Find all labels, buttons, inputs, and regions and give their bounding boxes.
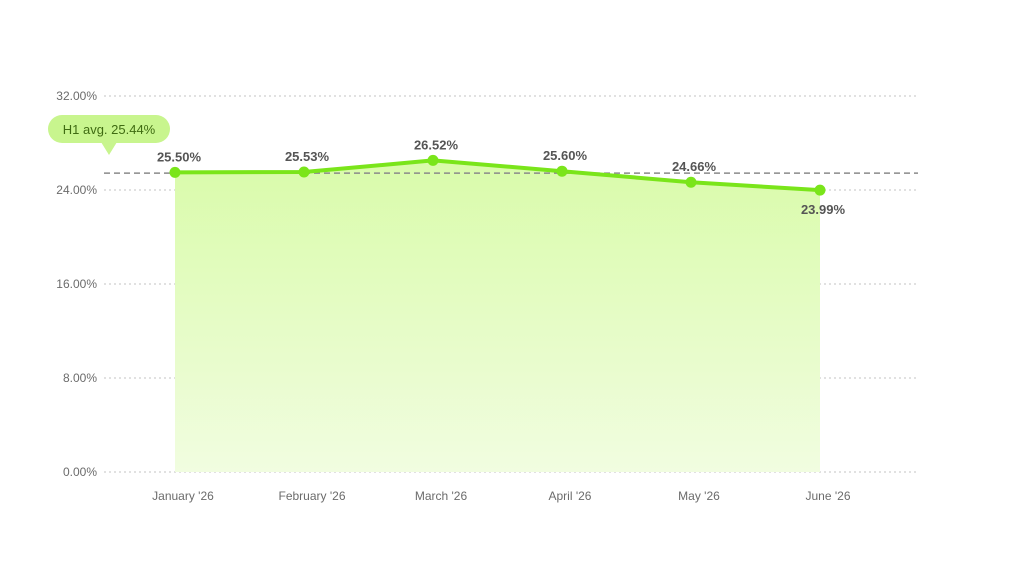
y-tick-label: 0.00% [63, 465, 97, 479]
data-labels: 25.50% 25.53% 26.52% 25.60% 24.66% 23.99% [157, 137, 846, 217]
x-axis-ticks: January '26 February '26 March '26 April '2… [152, 489, 851, 503]
y-tick-label: 16.00% [56, 277, 97, 291]
data-label: 25.50% [157, 149, 202, 164]
y-axis-ticks: 0.00% 8.00% 16.00% 24.00% 32.00% [56, 89, 97, 479]
data-label: 26.52% [414, 137, 459, 152]
x-tick-label: January '26 [152, 489, 214, 503]
series-line-path [173, 158, 822, 193]
data-point [169, 166, 181, 178]
y-tick-label: 8.00% [63, 371, 97, 385]
data-point [685, 176, 697, 188]
data-point [298, 166, 310, 178]
series-line [173, 158, 822, 193]
average-badge-label: H1 avg. 25.44% [63, 122, 156, 137]
x-tick-label: June '26 [806, 489, 851, 503]
data-point [814, 184, 826, 196]
x-tick-label: March '26 [415, 489, 468, 503]
series-area [175, 160, 820, 472]
x-tick-label: April '26 [549, 489, 592, 503]
data-point [427, 154, 439, 166]
data-label: 23.99% [801, 202, 846, 217]
data-label: 24.66% [672, 159, 717, 174]
data-point [556, 165, 568, 177]
average-badge-pointer [101, 142, 117, 155]
y-tick-label: 32.00% [56, 89, 97, 103]
data-label: 25.53% [285, 149, 330, 164]
data-points [169, 154, 826, 196]
average-badge [48, 115, 170, 143]
y-tick-label: 24.00% [56, 183, 97, 197]
area-fill [175, 160, 820, 472]
x-tick-label: May '26 [678, 489, 720, 503]
data-label: 25.60% [543, 148, 588, 163]
x-tick-label: February '26 [279, 489, 346, 503]
